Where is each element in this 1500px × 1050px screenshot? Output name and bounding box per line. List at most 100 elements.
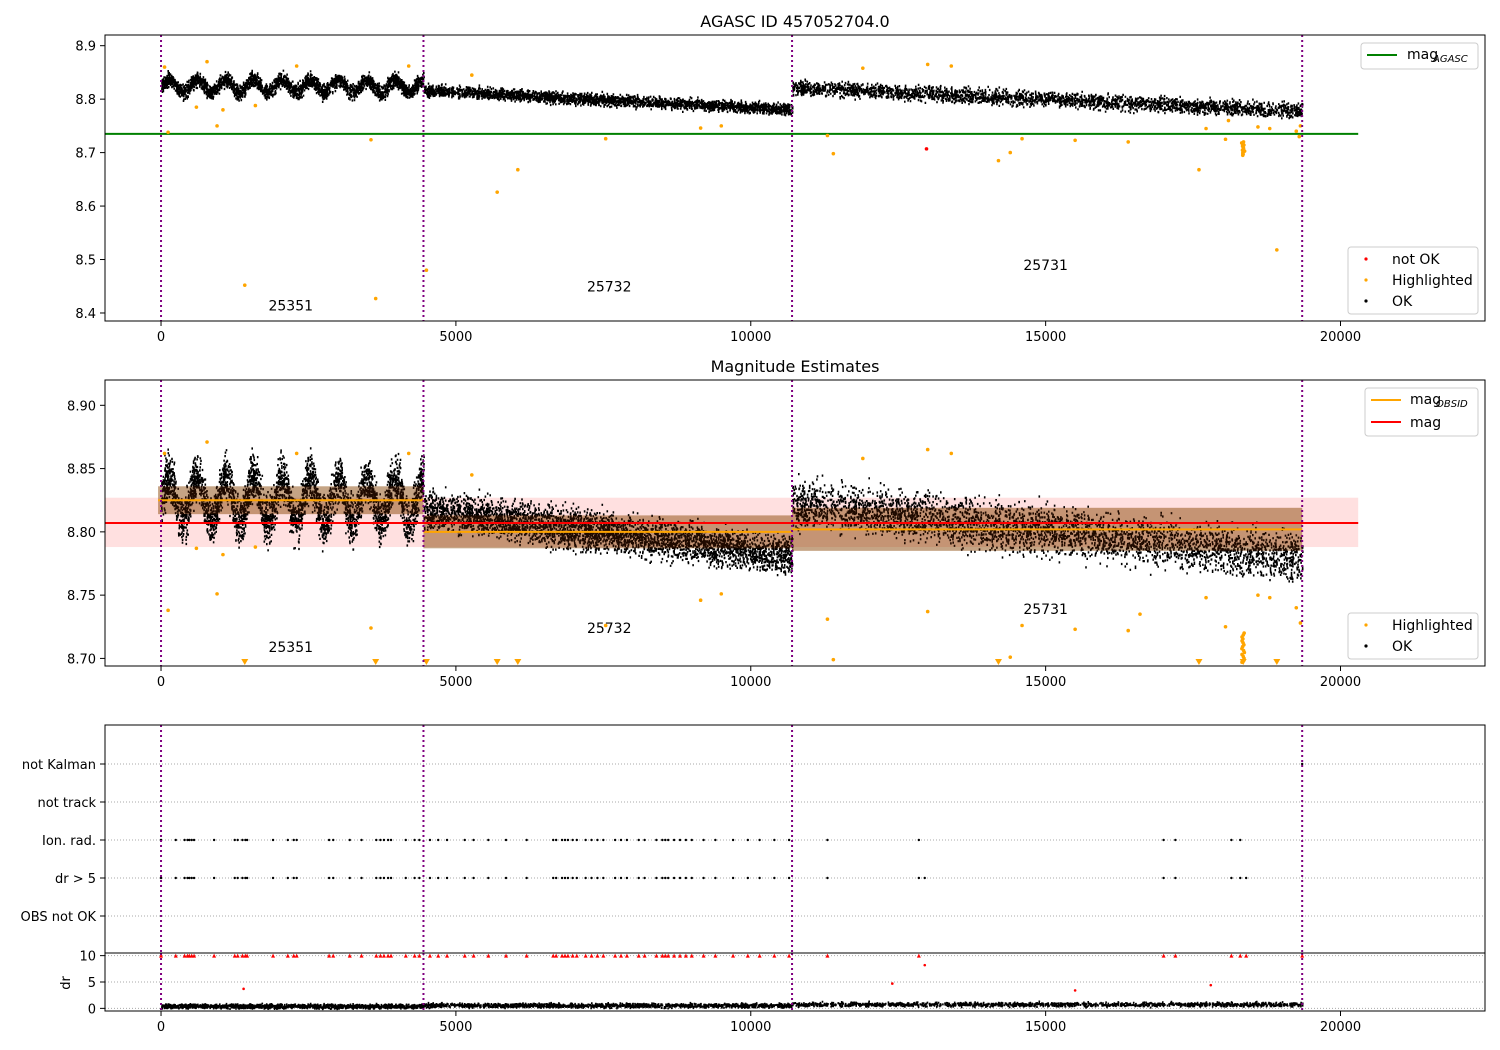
- highlighted-point: [424, 268, 429, 273]
- flag-point: [758, 838, 761, 842]
- flag-point: [295, 838, 298, 842]
- y-tick-label: 8.5: [75, 254, 96, 269]
- highlighted-point: [925, 609, 930, 614]
- highlighted-point: [1020, 136, 1024, 141]
- panel-mag-plot-area: 25351 25732 25731: [105, 380, 1359, 666]
- x-tick-label: 10000: [730, 1020, 771, 1035]
- flag-point: [437, 876, 440, 880]
- legend2-ok-label: OK: [1392, 639, 1413, 655]
- flag-point: [552, 876, 555, 880]
- y-tick-label: 8.4: [75, 307, 96, 322]
- flag-point: [917, 876, 921, 880]
- flag-point: [286, 876, 290, 880]
- highlighted-point: [495, 190, 499, 194]
- y-tick-label: 8.70: [67, 652, 96, 667]
- flag-point: [667, 838, 670, 842]
- highlighted-point: [719, 124, 724, 128]
- panel-flags-axes: not Kalman not track Ion. rad. dr > 5 OBS no…: [21, 758, 105, 925]
- dr-outlier-point: [923, 963, 927, 967]
- flag-point: [245, 876, 249, 880]
- y-tick-label: 8.8: [75, 93, 96, 108]
- panel-agasc-axes: 0 5000 10000 15000 20000 8.4 8.5 8.6 8.7 8.8 8.9: [75, 40, 1361, 345]
- highlighted-point: [205, 440, 209, 444]
- flag-point: [787, 876, 791, 880]
- flag-point: [332, 838, 335, 842]
- highlighted-point: [253, 545, 258, 549]
- flag-point: [186, 838, 189, 842]
- highlighted-point: [1197, 167, 1201, 172]
- highlighted-point: [861, 456, 865, 461]
- y-tick-label: 8.80: [67, 526, 96, 541]
- ok-points: [161, 447, 1304, 583]
- clipped-marker: [1195, 659, 1203, 665]
- dr-clipped-marker: [1161, 953, 1166, 958]
- flag-point: [702, 876, 705, 880]
- x-tick-label: 5000: [439, 675, 472, 690]
- clipped-marker: [422, 659, 430, 665]
- x-tick-label: 15000: [1025, 1020, 1066, 1035]
- obsid-label: 25351: [268, 640, 313, 656]
- dr-clipped-marker: [583, 953, 588, 958]
- flag-category-label: OBS not OK: [21, 910, 97, 925]
- flag-point: [563, 876, 567, 880]
- obsid-label: 25732: [587, 621, 632, 637]
- flag-point: [286, 838, 290, 842]
- flag-point: [596, 838, 599, 842]
- flag-point: [643, 838, 646, 842]
- highlighted-point: [294, 451, 299, 456]
- dr-clipped-marker: [757, 953, 762, 958]
- flag-point: [437, 838, 440, 842]
- dr-clipped-marker: [378, 953, 383, 958]
- flag-point: [625, 838, 629, 842]
- legend-status-2: Highlighted OK: [1347, 612, 1479, 660]
- highlighted-point: [1256, 125, 1260, 129]
- flag-point: [560, 838, 564, 842]
- flag-point: [174, 876, 177, 880]
- dr-clipped-marker: [663, 953, 668, 958]
- highlighted-point: [949, 64, 954, 68]
- highlighted-point: [369, 137, 373, 142]
- highlighted-point: [162, 451, 167, 456]
- x-tick-label: 5000: [439, 1020, 472, 1035]
- flag-point: [1174, 876, 1177, 880]
- flag-point: [375, 838, 378, 842]
- flag-point: [826, 876, 829, 880]
- dr-clipped-marker: [619, 953, 624, 958]
- obsid-label: 25731: [1023, 602, 1068, 618]
- highlighted-point: [470, 73, 474, 77]
- flag-point: [236, 838, 239, 842]
- panel-flags-frame: [104, 724, 1486, 954]
- panel-agasc-title: AGASC ID 457052704.0: [700, 12, 889, 31]
- flag-point: [525, 838, 528, 842]
- flag-point: [241, 838, 244, 842]
- flag-point: [233, 876, 236, 880]
- highlighted-point: [861, 66, 865, 70]
- dr-clipped-marker: [636, 953, 641, 958]
- highlighted-point: [406, 451, 411, 456]
- flag-point: [1239, 838, 1242, 842]
- highlighted-point: [1204, 126, 1208, 131]
- flag-point: [245, 838, 249, 842]
- highlighted-point: [166, 608, 170, 613]
- highlighted-point: [194, 105, 199, 109]
- y-tick-label: 8.6: [75, 200, 96, 215]
- legend-status: not OK Highlighted OK: [1347, 246, 1479, 315]
- dr-clipped-marker: [574, 953, 579, 958]
- flag-point: [731, 876, 735, 880]
- x-tick-label: 0: [157, 675, 165, 690]
- highlighted-point: [1126, 140, 1131, 144]
- panel-dr-axes: 0 5000 10000 15000 20000 0 5 10: [79, 950, 1361, 1035]
- highlighted-point: [1008, 655, 1013, 659]
- flag-point: [746, 876, 750, 880]
- flag-point: [348, 838, 351, 842]
- dr-clipped-marker: [374, 953, 379, 958]
- ok-points: [161, 69, 1304, 120]
- flag-point: [332, 876, 335, 880]
- dr-clipped-marker: [713, 953, 718, 958]
- dr-clipped-marker: [331, 953, 336, 958]
- dr-clipped-marker: [642, 953, 647, 958]
- flag-point: [554, 876, 558, 880]
- flag-point: [360, 838, 363, 842]
- flag-point: [637, 876, 640, 880]
- panel-mag-title: Magnitude Estimates: [711, 357, 880, 376]
